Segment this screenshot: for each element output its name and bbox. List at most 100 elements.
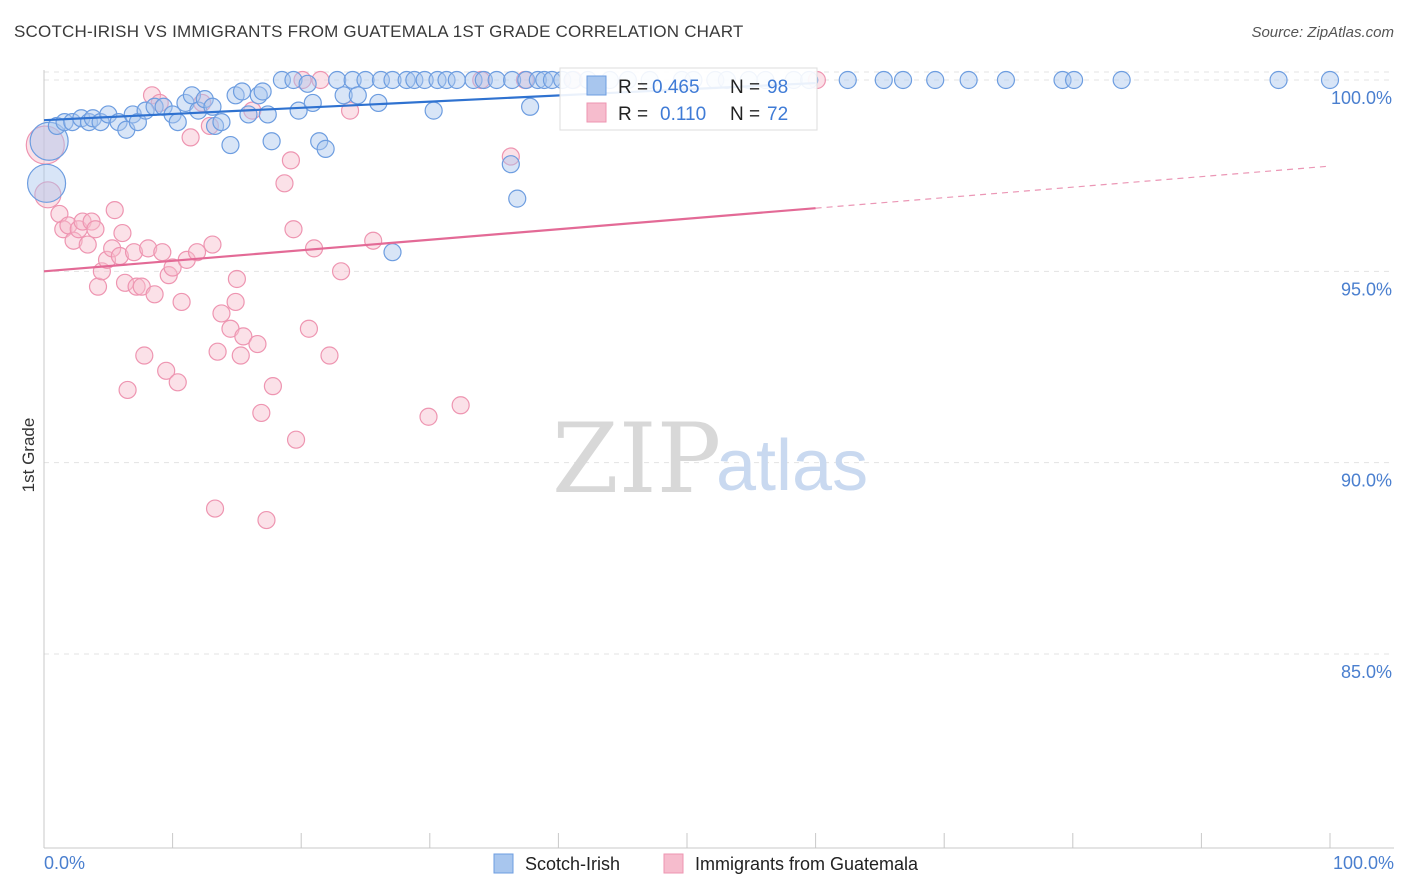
legend-n-label-1: N = <box>730 77 760 98</box>
data-point-guatemala <box>212 304 231 323</box>
data-point-scotch-irish <box>838 70 857 90</box>
data-point-guatemala <box>205 499 225 518</box>
data-point-guatemala <box>86 220 105 239</box>
data-point-guatemala <box>157 361 176 380</box>
data-point-guatemala <box>127 277 146 296</box>
legend-r-label-2: R = <box>618 104 648 125</box>
data-point-scotch-irish <box>334 86 353 105</box>
data-point-scotch-irish <box>303 93 322 113</box>
data-point-guatemala <box>64 231 83 250</box>
data-point-guatemala <box>124 243 144 262</box>
y-tick-label: 100.0% <box>1331 88 1392 108</box>
data-point-scotch-irish <box>221 135 240 155</box>
data-point-scotch-irish <box>447 70 466 90</box>
legend-item-guatemala: Immigrants from Guatemala <box>695 854 919 874</box>
data-point-scotch-irish <box>262 132 281 151</box>
legend-n-value-1: 98 <box>767 77 788 98</box>
data-point-scotch-irish <box>232 82 252 101</box>
data-point-guatemala <box>153 243 172 262</box>
data-point-scotch-irish <box>1112 70 1131 90</box>
data-point-scotch-irish <box>926 70 945 90</box>
data-point-scotch-irish <box>99 105 118 124</box>
watermark-zip: ZIP <box>552 403 721 515</box>
y-tick-label: 90.0% <box>1341 471 1392 491</box>
data-point-scotch-irish <box>383 243 402 262</box>
data-point-guatemala <box>208 342 227 361</box>
data-point-scotch-irish <box>487 70 506 90</box>
data-point-guatemala <box>299 319 319 338</box>
legend-r-value-2: 0.110 <box>660 104 706 125</box>
data-point-guatemala <box>364 231 383 250</box>
data-point-scotch-irish <box>1269 70 1288 90</box>
data-point-guatemala <box>263 377 283 396</box>
data-point-guatemala <box>172 292 191 312</box>
legend-swatch-pink <box>586 102 607 123</box>
legend-swatch-blue <box>586 75 607 96</box>
y-tick-labels: 85.0% 90.0% 95.0% 100.0% <box>1331 88 1392 682</box>
data-point-guatemala <box>286 430 306 449</box>
data-point-scotch-irish <box>195 90 214 109</box>
data-point-guatemala <box>234 327 253 346</box>
data-point-guatemala <box>88 277 108 296</box>
data-point-guatemala <box>187 243 207 262</box>
data-point-scotch-irish <box>316 139 335 158</box>
data-point-scotch-irish <box>874 70 893 90</box>
legend-n-label-2: N = <box>730 104 760 125</box>
legend-item-scotch-irish: Scotch-Irish <box>525 854 620 874</box>
legend-item-scotch-irish-swatch <box>493 853 514 874</box>
watermark: ZIP atlas <box>552 403 868 515</box>
data-point-scotch-irish <box>26 163 67 203</box>
data-point-scotch-irish <box>996 70 1016 90</box>
data-point-scotch-irish <box>356 70 375 90</box>
data-point-scotch-irish <box>1320 70 1340 90</box>
data-point-guatemala <box>419 407 438 426</box>
source-label: Source: ZipAtlas.com <box>1251 24 1394 41</box>
data-point-guatemala <box>281 151 301 170</box>
trend-line-guatemala <box>43 207 816 273</box>
data-point-scotch-irish <box>415 70 434 90</box>
data-point-scotch-irish <box>289 101 308 120</box>
data-point-scotch-irish <box>284 70 303 90</box>
data-point-scotch-irish <box>239 105 258 124</box>
data-point-guatemala <box>227 269 246 289</box>
y-tick-label: 95.0% <box>1341 279 1392 299</box>
data-point-guatemala <box>113 223 132 243</box>
data-point-scotch-irish <box>474 70 493 90</box>
data-point-scotch-irish <box>1064 70 1084 90</box>
data-point-guatemala <box>203 235 222 254</box>
x-tick-marks <box>43 833 1331 848</box>
trend-line-guatemala-extension <box>815 165 1331 209</box>
x-tick-label-min: 0.0% <box>44 853 85 873</box>
data-point-guatemala <box>139 239 158 258</box>
data-point-guatemala <box>145 285 164 304</box>
data-point-scotch-irish <box>521 97 540 116</box>
data-point-scotch-irish <box>508 189 527 208</box>
data-point-guatemala <box>168 373 187 392</box>
data-point-guatemala <box>451 396 470 415</box>
legend-r-value-1: 0.465 <box>652 77 700 98</box>
data-point-scotch-irish <box>212 112 231 132</box>
data-point-scotch-irish <box>424 101 443 120</box>
data-point-guatemala <box>331 262 351 281</box>
data-point-scotch-irish <box>501 155 520 174</box>
correlation-legend: R = 0.465 N = 98 R = 0.110 N = 72 <box>559 67 818 131</box>
legend-r-label-1: R = <box>618 77 648 98</box>
data-point-guatemala <box>118 380 137 400</box>
watermark-atlas: atlas <box>716 426 868 506</box>
data-point-scotch-irish <box>437 70 456 90</box>
data-point-guatemala <box>181 128 200 147</box>
data-point-scotch-irish <box>383 70 402 90</box>
data-point-scotch-irish <box>397 70 416 90</box>
data-point-scotch-irish <box>535 70 554 90</box>
data-point-guatemala <box>105 201 124 220</box>
data-point-guatemala <box>200 116 219 136</box>
data-point-scotch-irish <box>464 70 483 90</box>
data-point-scotch-irish <box>298 74 317 93</box>
legend-item-guatemala-swatch <box>663 853 684 874</box>
data-point-scotch-irish <box>405 70 424 90</box>
data-point-guatemala <box>320 346 339 365</box>
data-point-scotch-irish <box>189 101 208 120</box>
data-point-guatemala <box>163 258 182 277</box>
series-legend: Scotch-Irish Immigrants from Guatemala <box>493 853 919 874</box>
data-point-guatemala <box>248 334 267 354</box>
